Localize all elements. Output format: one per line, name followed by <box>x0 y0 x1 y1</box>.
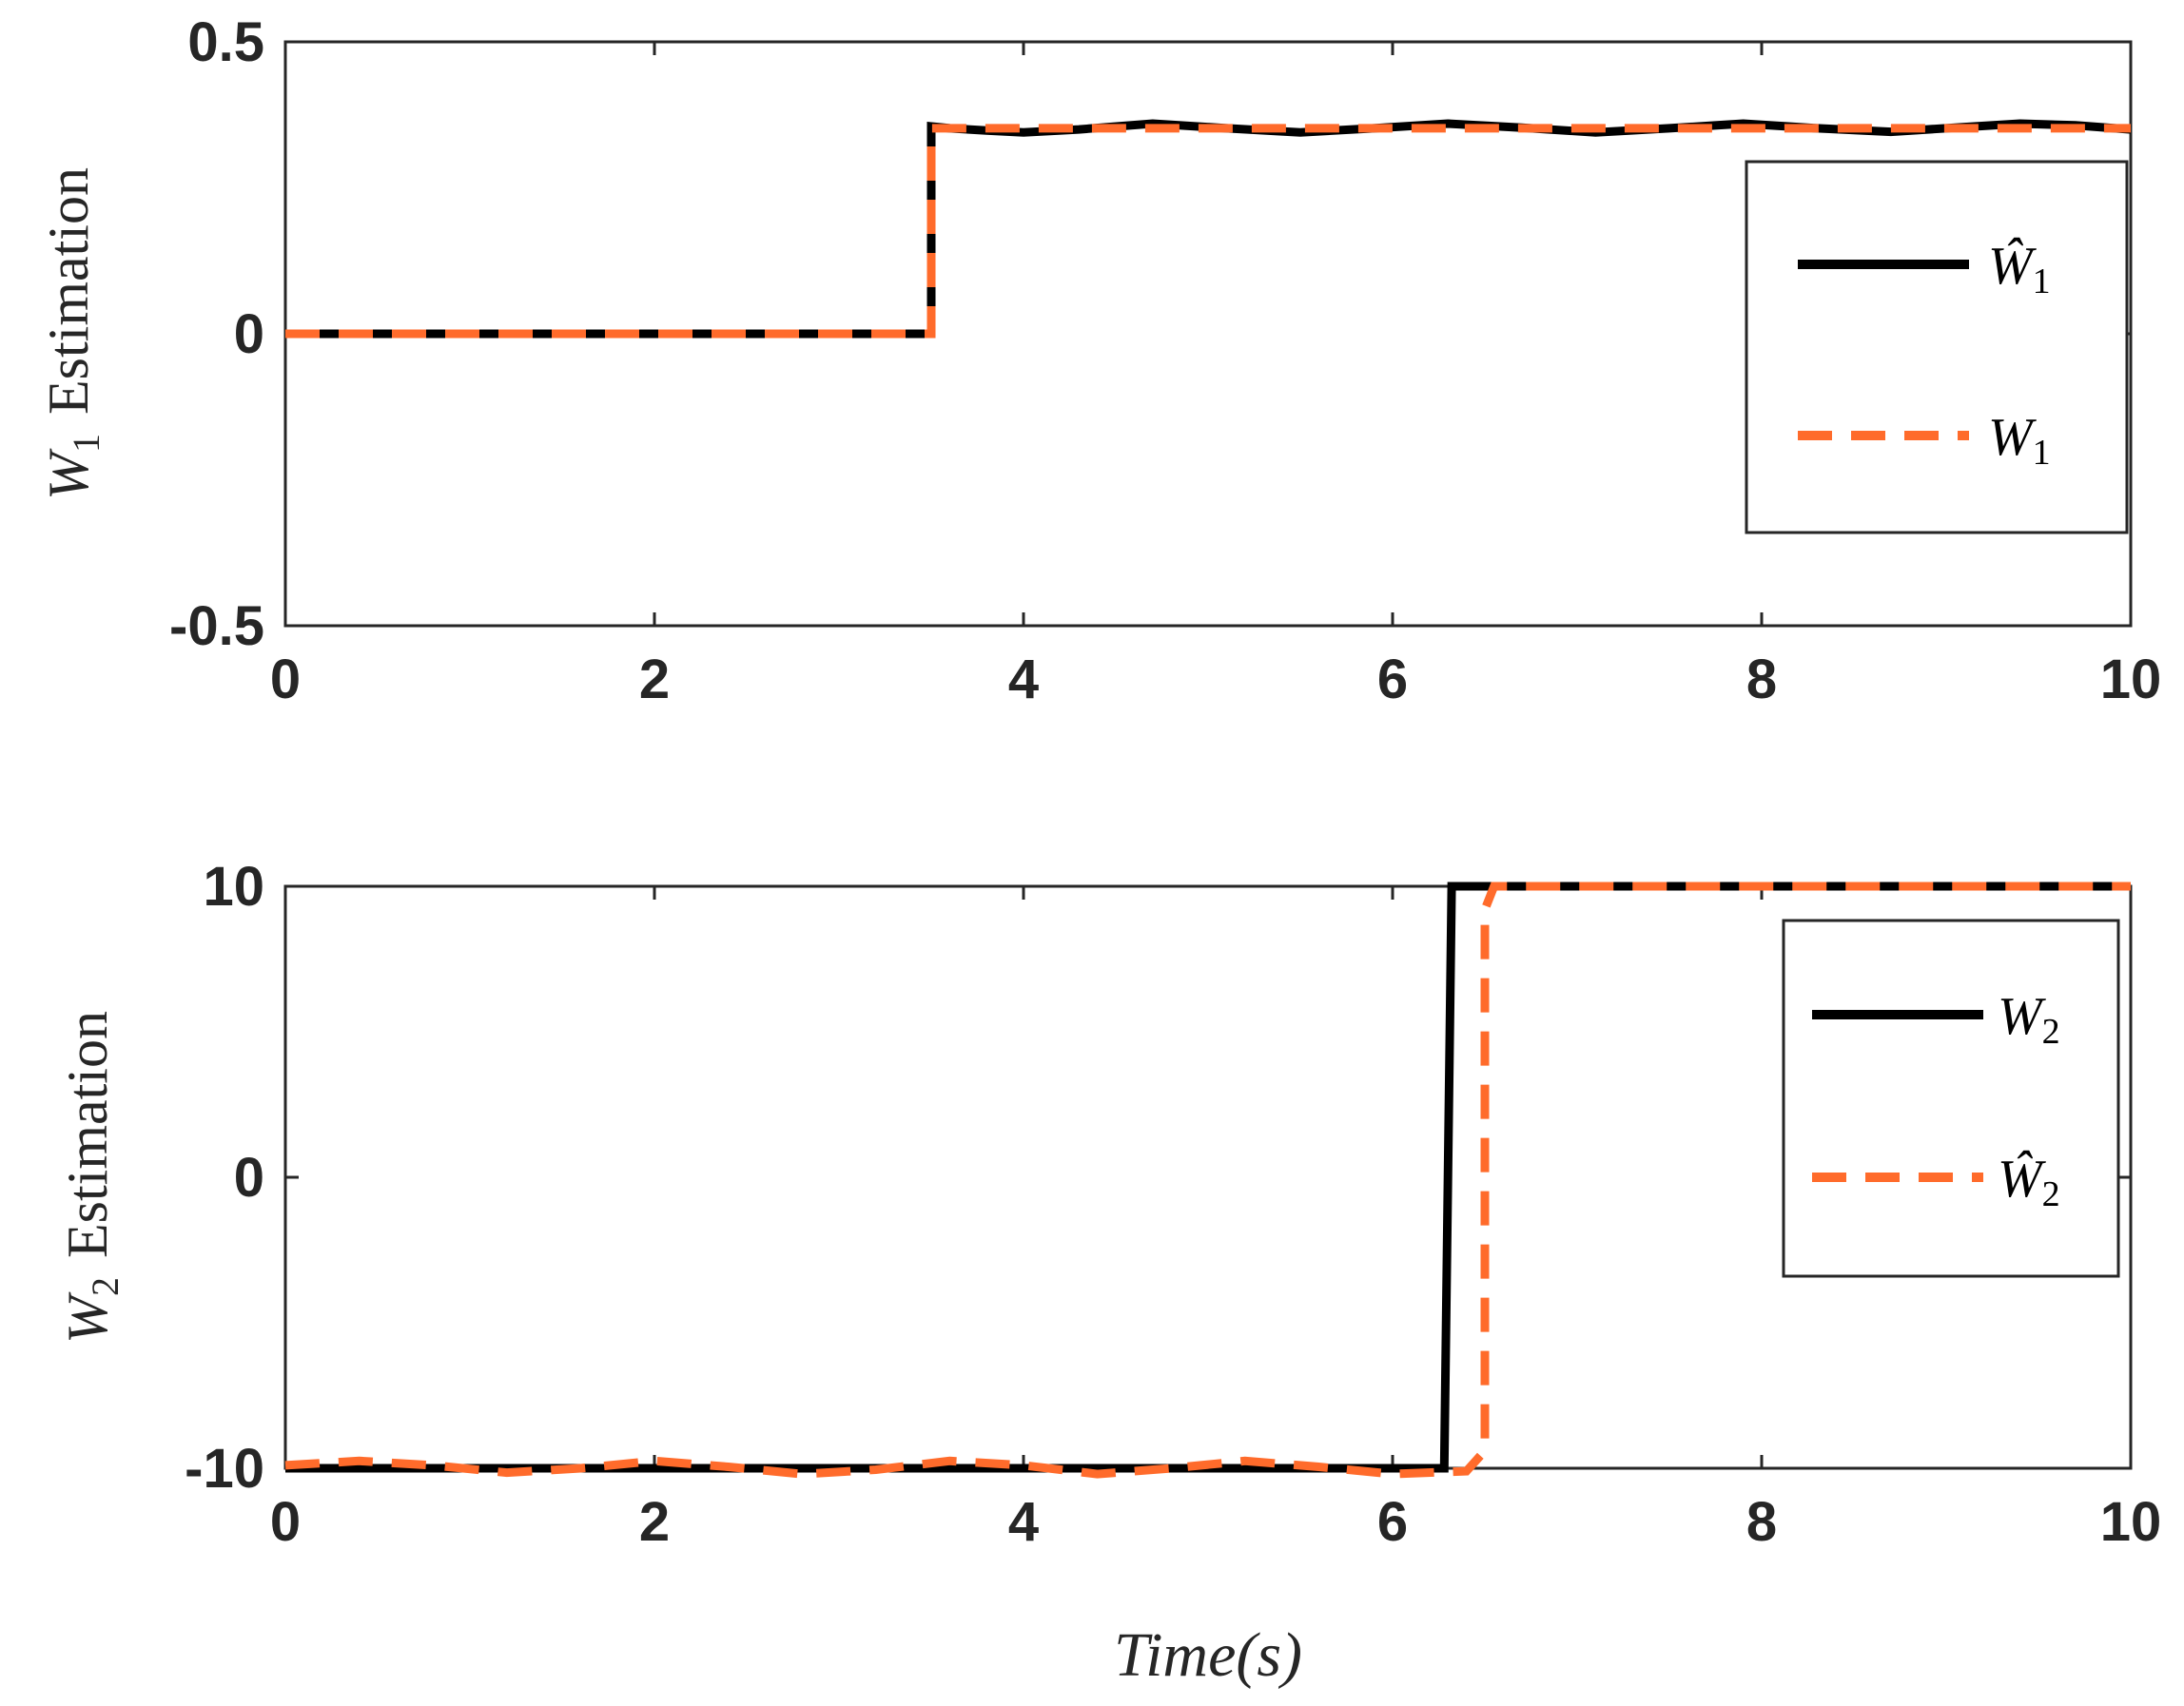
x-tick-label: 8 <box>1746 649 1777 710</box>
y-axis-label-sub: 2 <box>84 1277 127 1296</box>
y-tick-label: 0 <box>234 303 264 365</box>
x-tick-label: 8 <box>1746 1491 1777 1553</box>
legend-label-sub: 2 <box>2042 1012 2060 1052</box>
legend-label-sub: 2 <box>2042 1174 2060 1214</box>
series-line-0 <box>285 119 2132 339</box>
axis-ticks-top: 0 2 4 6 8 10-0.500.5 <box>169 11 2161 710</box>
series-line-1 <box>284 882 2131 1479</box>
legend-box <box>1782 919 2120 1278</box>
legend-label-0: W2 <box>1998 987 2060 1052</box>
y-axis-label-sub: 1 <box>65 434 107 453</box>
legend-label-sub: 1 <box>2033 433 2051 473</box>
y-tick-label: 10 <box>203 856 264 918</box>
legend-label-var: W <box>1988 408 2037 467</box>
legend-label-sub: 1 <box>2033 262 2051 301</box>
x-tick-label: 2 <box>639 1491 670 1553</box>
legend-bottom: W2 Ŵ2 <box>1782 919 2120 1278</box>
series-layer-bottom <box>284 882 2131 1479</box>
legend-label-1: Ŵ2 <box>1998 1149 2060 1214</box>
legend-box <box>1745 160 2129 534</box>
y-tick-label: 0 <box>234 1147 264 1209</box>
legend-label-var: W <box>1998 987 2046 1046</box>
x-tick-label: 4 <box>1008 649 1039 710</box>
x-tick-label: 10 <box>2100 1491 2162 1553</box>
x-tick-label: 10 <box>2100 649 2162 710</box>
y-tick-label: -0.5 <box>169 595 264 657</box>
legend-top: Ŵ1 W1 <box>1745 160 2129 534</box>
legend-label-var: Ŵ <box>1988 236 2037 296</box>
legend-label-0: Ŵ1 <box>1988 236 2051 301</box>
x-tick-label: 4 <box>1008 1491 1039 1553</box>
x-tick-label: 6 <box>1377 1491 1408 1553</box>
y-axis-label-rest: Estimation <box>37 167 100 415</box>
y-axis-label-bottom: W2 Estimation <box>56 1011 127 1344</box>
x-tick-label: 0 <box>270 1491 301 1553</box>
y-axis-label-top: W1 Estimation <box>37 167 107 500</box>
x-axis-label: Time(s) <box>1114 1620 1302 1690</box>
chart-top: 0 2 4 6 8 10-0.500.5 W1Estimation Ŵ1 W1 <box>37 11 2161 710</box>
y-tick-label: -10 <box>185 1438 264 1500</box>
y-tick-label: 0.5 <box>187 11 264 73</box>
y-axis-label-var: W <box>56 1291 119 1344</box>
x-tick-label: 2 <box>639 649 670 710</box>
x-tick-label: 0 <box>270 649 301 710</box>
x-tick-label: 6 <box>1377 649 1408 710</box>
series-line-1 <box>285 124 2131 339</box>
y-axis-label-var: W <box>37 448 100 500</box>
legend-label-1: W1 <box>1988 408 2051 473</box>
series-layer-top <box>285 119 2132 339</box>
y-axis-label-rest: Estimation <box>56 1011 119 1258</box>
legend-label-var: Ŵ <box>1998 1149 2046 1209</box>
